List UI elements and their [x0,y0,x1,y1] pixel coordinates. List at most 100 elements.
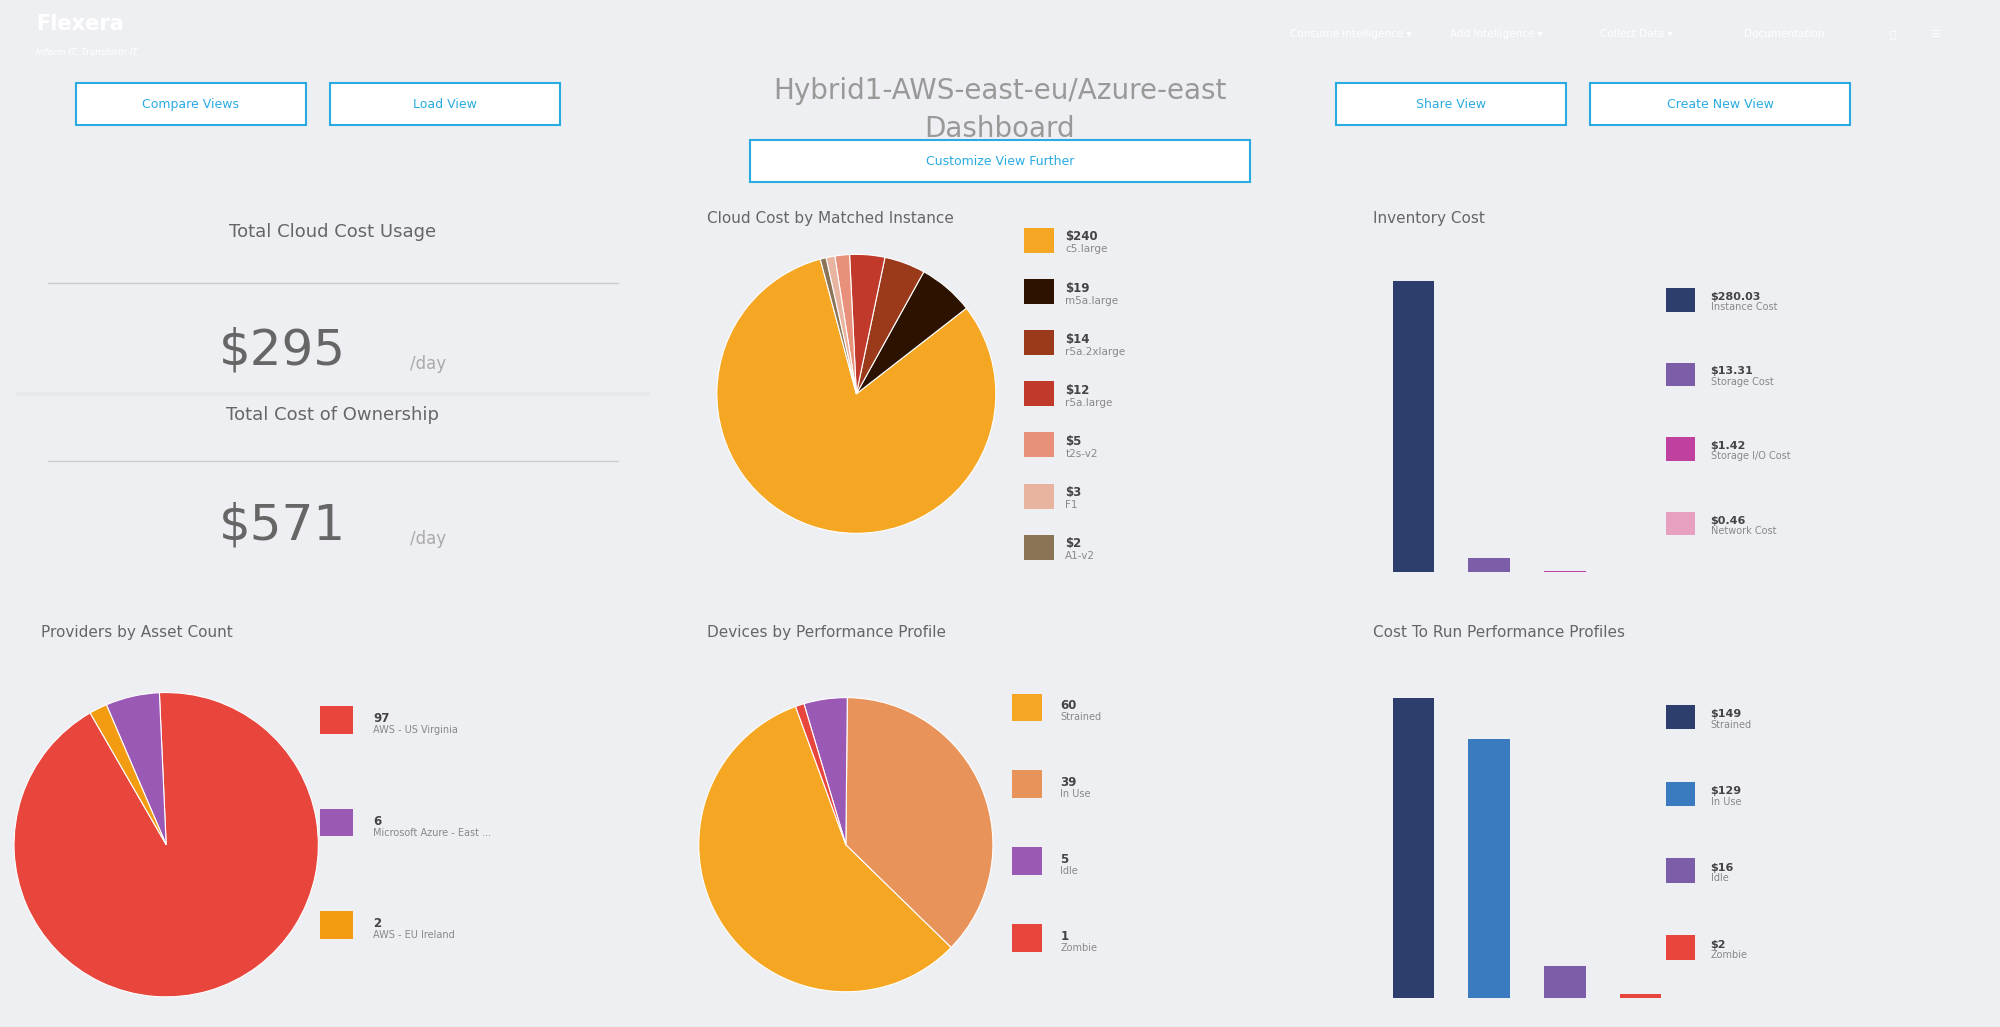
Text: Compare Views: Compare Views [142,98,240,111]
Bar [1024,535,1054,560]
Text: $240: $240 [1066,230,1098,243]
Wedge shape [846,697,992,948]
Text: Total Cost of Ownership: Total Cost of Ownership [226,406,440,424]
Text: 1: 1 [1060,929,1068,943]
Wedge shape [820,258,856,393]
Text: Total Cloud Cost Usage: Total Cloud Cost Usage [230,223,436,241]
Bar [1620,994,1662,998]
Bar [1666,782,1694,806]
Bar [1666,438,1694,461]
Text: $3: $3 [1066,486,1082,499]
Text: F1: F1 [1066,500,1078,510]
Text: AWS - EU Ireland: AWS - EU Ireland [374,930,454,940]
Bar [1392,698,1434,998]
Text: c5.large: c5.large [1066,244,1108,255]
Bar [1544,966,1586,998]
Text: $295: $295 [218,327,346,374]
Text: r5a.2xlarge: r5a.2xlarge [1066,347,1126,356]
Text: Instance Cost: Instance Cost [1710,302,1778,312]
Text: Strained: Strained [1710,720,1752,730]
Text: $571: $571 [218,501,346,549]
Text: Inform IT. Transform IT.: Inform IT. Transform IT. [36,48,140,58]
Wedge shape [14,692,318,997]
Text: Strained: Strained [1060,713,1102,723]
Bar [1012,924,1042,952]
Text: Microsoft Azure - East ...: Microsoft Azure - East ... [374,828,492,838]
Bar [1666,859,1694,883]
Text: ☰: ☰ [1930,29,1940,39]
Bar [1468,738,1510,998]
FancyBboxPatch shape [1336,83,1566,125]
Text: A1-v2: A1-v2 [1066,551,1096,561]
Text: Inventory Cost: Inventory Cost [1374,211,1486,226]
Text: $2: $2 [1066,537,1082,550]
Text: Dashboard: Dashboard [924,115,1076,144]
Bar [1666,705,1694,729]
Wedge shape [796,703,846,844]
Bar [1012,847,1042,875]
Text: Add Intelligence ▾: Add Intelligence ▾ [1450,29,1542,39]
Text: Storage I/O Cost: Storage I/O Cost [1710,452,1790,461]
Text: m5a.large: m5a.large [1066,296,1118,306]
Text: $2: $2 [1710,940,1726,950]
Text: /day: /day [410,530,446,548]
Wedge shape [850,255,884,393]
Text: Documentation: Documentation [1744,29,1824,39]
Text: 6: 6 [374,814,382,828]
Text: t2s-v2: t2s-v2 [1066,449,1098,459]
FancyBboxPatch shape [330,83,560,125]
Text: $19: $19 [1066,281,1090,295]
Text: Consume Intelligence ▾: Consume Intelligence ▾ [1290,29,1412,39]
Bar [1024,432,1054,457]
Text: $280.03: $280.03 [1710,292,1760,302]
Text: Zombie: Zombie [1060,943,1098,953]
Bar [1468,559,1510,572]
Text: Cloud Cost by Matched Instance: Cloud Cost by Matched Instance [708,211,954,226]
Bar [1012,693,1042,721]
Bar [320,707,354,734]
Bar [1666,936,1694,960]
Text: Share View: Share View [1416,98,1486,111]
Text: $12: $12 [1066,384,1090,396]
Text: Hybrid1-AWS-east-eu/Azure-east: Hybrid1-AWS-east-eu/Azure-east [774,77,1226,106]
Bar [320,911,354,939]
Wedge shape [856,258,924,393]
Text: Devices by Performance Profile: Devices by Performance Profile [708,625,946,641]
Text: $13.31: $13.31 [1710,367,1754,377]
Text: Customize View Further: Customize View Further [926,155,1074,167]
Text: $5: $5 [1066,434,1082,448]
Text: Storage Cost: Storage Cost [1710,377,1774,387]
Text: $14: $14 [1066,333,1090,346]
Bar [1012,770,1042,798]
Text: $16: $16 [1710,863,1734,873]
FancyBboxPatch shape [76,83,306,125]
Text: Providers by Asset Count: Providers by Asset Count [42,625,234,641]
Text: r5a.large: r5a.large [1066,397,1112,408]
Bar [1392,281,1434,572]
Text: /day: /day [410,355,446,373]
Text: Create New View: Create New View [1666,98,1774,111]
Bar [1666,363,1694,386]
Text: 5: 5 [1060,853,1068,866]
Wedge shape [804,697,848,844]
Text: Network Cost: Network Cost [1710,526,1776,536]
Bar [1024,381,1054,407]
Wedge shape [716,259,996,533]
FancyBboxPatch shape [1590,83,1850,125]
Bar [16,392,650,395]
Text: In Use: In Use [1060,790,1090,799]
Text: $149: $149 [1710,709,1742,719]
Wedge shape [834,255,856,393]
Text: 39: 39 [1060,776,1076,789]
FancyBboxPatch shape [750,141,1250,182]
Text: Load View: Load View [414,98,476,111]
Bar [1024,331,1054,355]
Wedge shape [826,256,856,393]
Text: ⓘ: ⓘ [1890,29,1896,39]
Text: Flexera: Flexera [36,13,124,34]
Text: Zombie: Zombie [1710,950,1748,960]
Text: $0.46: $0.46 [1710,516,1746,526]
Text: 97: 97 [374,712,390,725]
Wedge shape [90,705,166,844]
Text: 2: 2 [374,917,382,930]
